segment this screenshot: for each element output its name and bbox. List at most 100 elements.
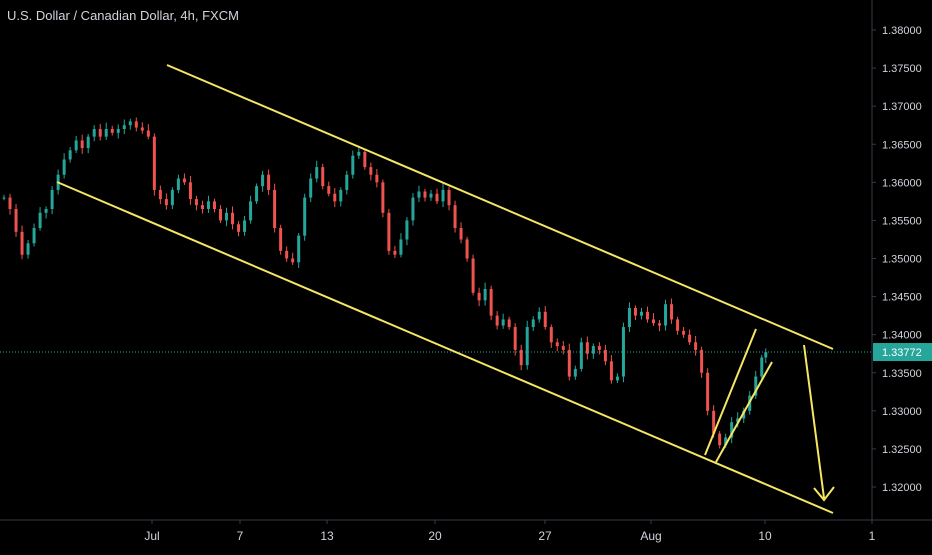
price-tick-label: 1.33000 [882,406,922,418]
candle-body [44,208,48,213]
candle-body [531,319,535,328]
price-tick-label: 1.38000 [882,25,922,37]
candle-body [501,319,505,326]
candle-body [86,136,90,149]
price-axis[interactable]: 1.38000 1.37500 1.37000 1.36500 1.36000 1.355… [872,25,922,494]
candle-body [170,189,174,206]
price-tick-label: 1.35000 [882,254,922,266]
candle-body [333,193,337,202]
candle-body [375,174,379,183]
time-tick-label: 27 [538,529,552,543]
price-tick-label: 1.35500 [882,215,922,227]
time-tick-label: 20 [428,529,442,543]
candle-body [98,129,102,137]
candle-body [369,167,373,175]
candle-body [609,361,613,381]
candle-body [50,189,54,209]
candle-body [429,193,433,198]
candle-body [219,208,223,221]
time-tick-label: 1 [869,529,876,543]
flag-lower-line[interactable] [715,361,773,463]
candle-body [297,235,301,263]
candle-body [730,422,734,438]
candle-body [483,288,487,301]
drawings-group [56,64,835,514]
candle-body [327,186,331,194]
candle-body [591,346,595,354]
candle-body [225,212,229,221]
candle-body [615,376,619,381]
candle-body [2,197,6,199]
candle-body [62,159,66,175]
candle-body [303,197,307,236]
candle-body [38,212,42,229]
forecast-arrow-head[interactable] [813,486,835,502]
price-tick-label: 1.36000 [882,177,922,189]
candle-body [579,342,583,369]
candle-body [754,376,758,396]
candle-body [736,418,740,423]
price-tick-label: 1.34000 [882,330,922,342]
candle-body [435,193,439,202]
candle-body [158,189,162,200]
candle-body [519,349,523,366]
candle-body [459,228,463,240]
candle-body [68,150,72,160]
candle-body [140,127,144,131]
candle-body [507,319,511,328]
candle-body [80,140,84,149]
candle-body [399,239,403,255]
time-axis[interactable]: Jul 7 13 20 27 Aug 10 1 [144,520,876,543]
candle-body [495,315,499,326]
candle-body [381,182,385,213]
candle-body [585,342,589,354]
candle-body [128,121,132,126]
candle-body [188,182,192,200]
candle-body [621,327,625,377]
candle-body [212,201,216,209]
channel-lower-line[interactable] [56,181,834,514]
candle-body [724,437,728,446]
candles-group [2,117,768,449]
flag-upper-line[interactable] [704,328,757,456]
candle-body [393,250,397,255]
candle-body [537,311,541,320]
candle-body [417,191,421,198]
candle-body [74,140,78,151]
candle-body [764,352,768,358]
channel-upper-line[interactable] [166,64,834,350]
candle-body [164,199,168,206]
candle-body [700,349,704,373]
candle-body [633,308,637,316]
price-tick-label: 1.32500 [882,444,922,456]
candle-body [14,208,18,232]
candle-body [411,197,415,221]
price-tick-label: 1.36500 [882,139,922,151]
forecast-arrow-shaft[interactable] [803,344,825,499]
price-tick-label: 1.37500 [882,63,922,75]
time-tick-label: Jul [144,529,159,543]
time-tick-label: 7 [237,529,244,543]
candle-body [489,288,493,316]
candle-body [363,151,367,168]
candle-body [525,327,529,366]
candle-body [597,346,601,350]
candle-body [760,357,764,377]
candle-body [465,239,469,259]
candle-body [694,342,698,350]
candle-body [122,125,126,130]
candle-body [357,151,361,156]
candle-body [261,174,265,187]
price-tick-label: 1.32000 [882,482,922,494]
candle-body [273,189,277,229]
candle-body [351,155,355,175]
candle-body [200,205,204,209]
candle-body [182,178,186,183]
candle-body [26,243,30,255]
candle-body [447,189,451,206]
candle-body [237,224,241,232]
candle-body [652,319,656,324]
price-tick-label: 1.37000 [882,101,922,113]
